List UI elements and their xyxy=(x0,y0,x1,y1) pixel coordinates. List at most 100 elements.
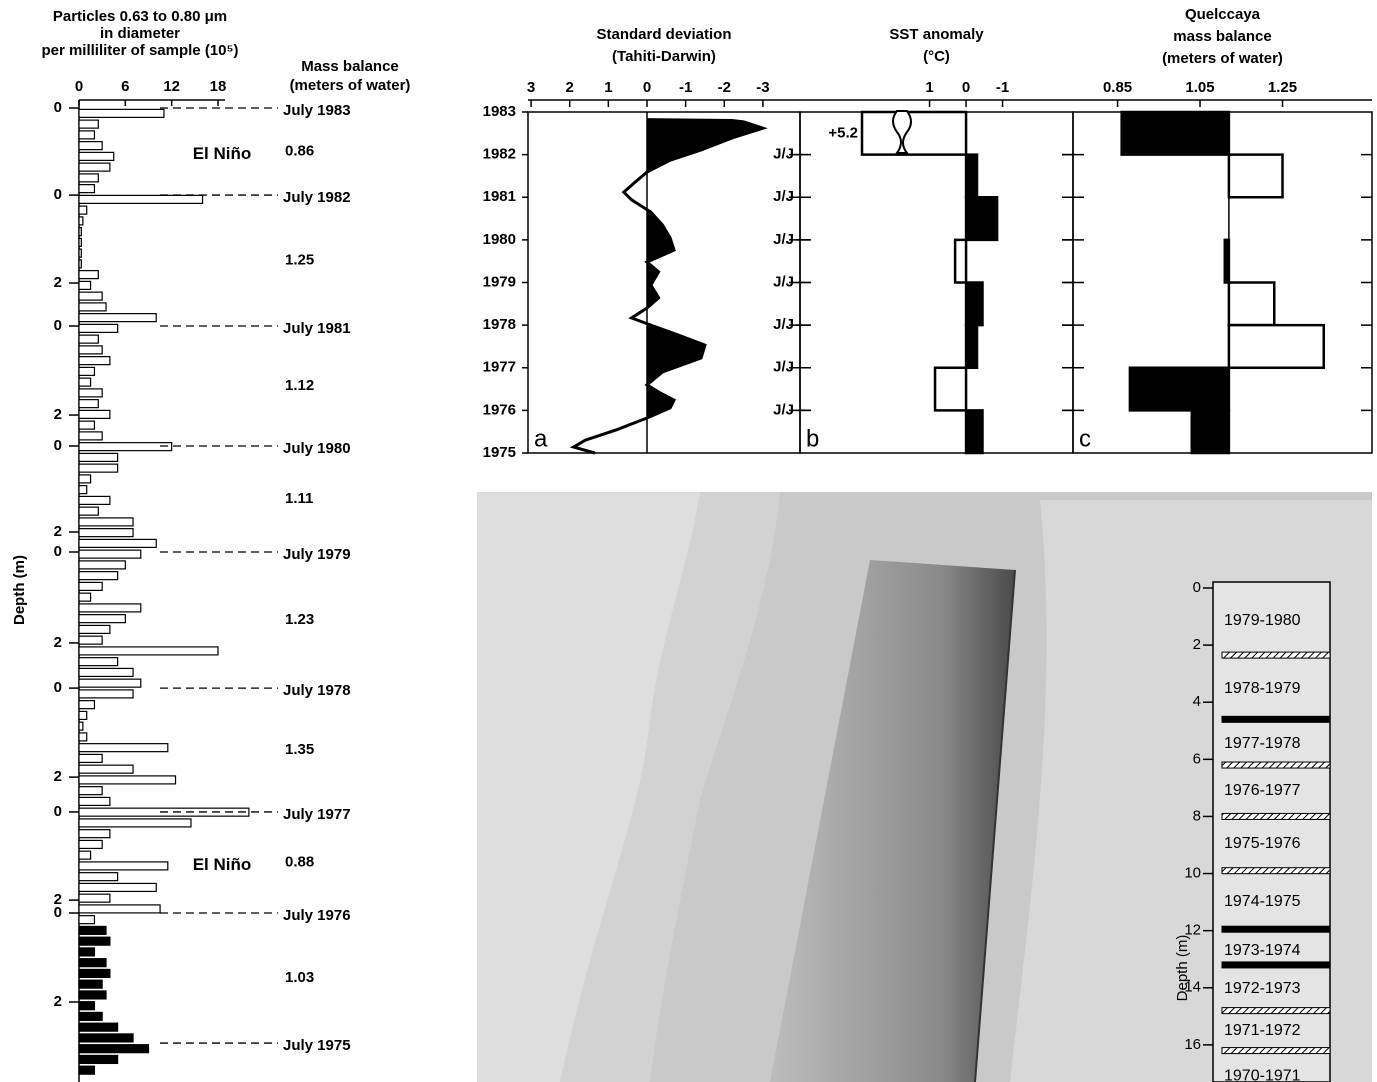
bar xyxy=(79,260,81,268)
layer-label: 1975-1976 xyxy=(1224,835,1301,852)
inset-tick-label: 0 xyxy=(1193,579,1201,596)
layer-label: 1978-1979 xyxy=(1224,680,1301,697)
bar xyxy=(79,926,106,934)
bar xyxy=(79,604,141,612)
inset-tick-label: 6 xyxy=(1193,750,1201,767)
bar xyxy=(79,765,133,773)
event-label: El Niño xyxy=(193,855,252,874)
bar xyxy=(79,744,168,752)
bar xyxy=(79,443,172,451)
x-tick-label: 2 xyxy=(566,79,574,96)
mass-balance-title: (meters of water) xyxy=(290,77,411,94)
bar xyxy=(79,453,118,461)
x-tick-label: 12 xyxy=(163,78,180,95)
bar xyxy=(79,636,102,644)
horizon-label: July 1980 xyxy=(283,440,351,457)
inset-tick-label: 14 xyxy=(1184,979,1201,996)
bar xyxy=(79,582,102,590)
bar xyxy=(79,357,110,365)
bar xyxy=(79,787,102,795)
y-tick-label: 2 xyxy=(54,523,62,540)
x-tick-label: -1 xyxy=(996,79,1009,96)
y-tick-label: 2 xyxy=(54,993,62,1010)
panel-label: c xyxy=(1079,425,1091,452)
bar xyxy=(79,120,98,128)
bar xyxy=(79,937,110,945)
horizon-label: July 1978 xyxy=(283,682,351,699)
bar xyxy=(79,109,164,117)
bar xyxy=(79,1066,94,1074)
bar xyxy=(79,894,110,902)
panel-label: b xyxy=(806,425,819,452)
bar xyxy=(966,410,982,453)
bar xyxy=(79,550,141,558)
y-tick-label: 1981 xyxy=(483,188,516,205)
bar xyxy=(1229,283,1274,326)
layer-label: 1974-1975 xyxy=(1224,893,1301,910)
bar xyxy=(79,496,110,504)
band xyxy=(1222,926,1330,932)
bar xyxy=(79,539,156,547)
panel-title: mass balance xyxy=(1173,28,1271,45)
chart-title: in diameter xyxy=(100,25,180,42)
bar xyxy=(79,905,160,913)
event-label: El Niño xyxy=(193,144,252,163)
band xyxy=(1222,868,1330,874)
bar xyxy=(79,819,191,827)
bar xyxy=(966,155,977,198)
bar xyxy=(862,112,966,155)
bar xyxy=(79,690,133,698)
bar xyxy=(79,776,176,784)
y-tick-label: 1975 xyxy=(483,444,516,461)
bar xyxy=(966,197,997,240)
bar xyxy=(79,464,118,472)
y-tick-label: 2 xyxy=(54,634,62,651)
mass-balance-value: 1.03 xyxy=(285,969,314,986)
bar xyxy=(79,658,118,666)
x-tick-label: 1.05 xyxy=(1185,79,1214,96)
bar xyxy=(79,152,114,160)
inset-tick-label: 4 xyxy=(1193,693,1201,710)
panel-title: Quelccaya xyxy=(1185,6,1261,23)
y-tick-label: 1980 xyxy=(483,231,516,248)
y-tick-label: 1976 xyxy=(483,401,516,418)
bar xyxy=(79,668,133,676)
mass-balance-title: Mass balance xyxy=(301,58,399,75)
y-tick-label: 2 xyxy=(54,768,62,785)
y-tick-label: 1979 xyxy=(483,273,516,290)
y-tick-label: 1978 xyxy=(483,316,516,333)
bar xyxy=(79,969,110,977)
bar xyxy=(79,367,94,375)
y-tick-label: 1977 xyxy=(483,359,516,376)
mass-balance-value: 1.11 xyxy=(285,490,313,507)
band xyxy=(1222,1008,1330,1014)
panel-title: (°C) xyxy=(923,48,950,65)
bar xyxy=(79,410,110,418)
bar xyxy=(79,314,156,322)
bar xyxy=(79,195,203,203)
y-tick-label: 0 xyxy=(54,437,62,454)
layer-label: 1979-1980 xyxy=(1224,612,1301,629)
y-tick-label: 0 xyxy=(54,99,62,116)
bar xyxy=(79,324,118,332)
bar xyxy=(79,249,81,257)
page: Depth (m) Particles 0.63 to 0.80 μmin di… xyxy=(0,0,1377,1082)
bar xyxy=(79,711,87,719)
bar xyxy=(79,346,102,354)
inset-tick-label: 2 xyxy=(1193,636,1201,653)
bar xyxy=(1130,368,1229,411)
bar xyxy=(79,486,87,494)
x-tick-label: 1 xyxy=(925,79,933,96)
bar xyxy=(79,980,102,988)
bar xyxy=(79,1023,118,1031)
band xyxy=(1222,962,1330,968)
y-tick-label: 2 xyxy=(54,406,62,423)
bar xyxy=(935,368,966,411)
bar xyxy=(79,593,91,601)
bar xyxy=(966,325,977,368)
inset-tick-label: 16 xyxy=(1184,1036,1201,1053)
x-tick-label: 3 xyxy=(527,79,535,96)
bar xyxy=(79,335,98,343)
x-tick-label: 18 xyxy=(210,78,227,95)
y-tick-label: 0 xyxy=(54,803,62,820)
